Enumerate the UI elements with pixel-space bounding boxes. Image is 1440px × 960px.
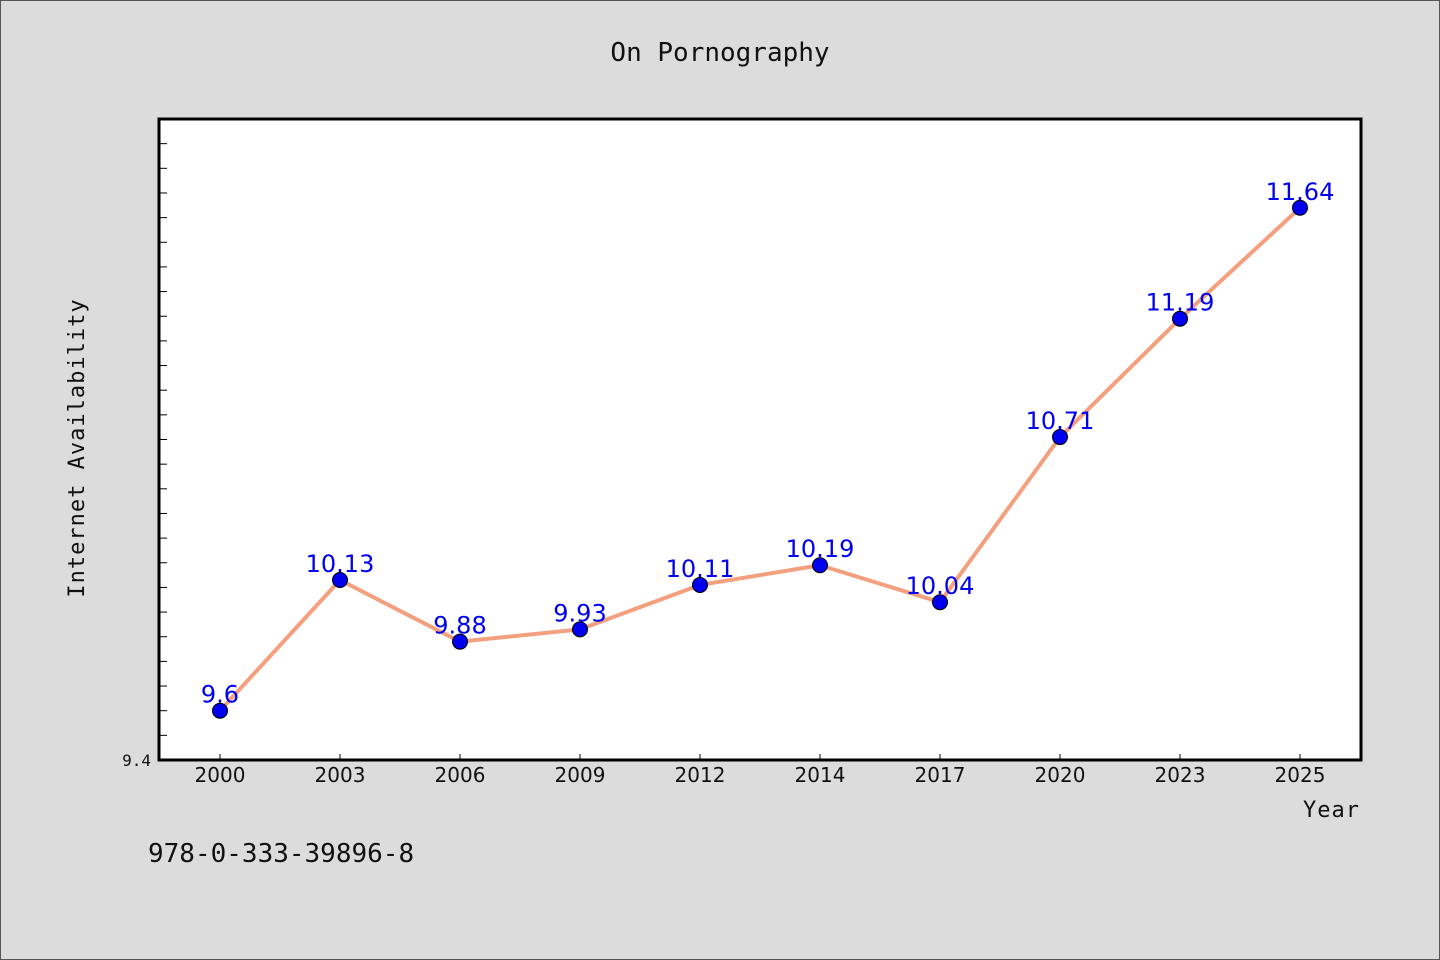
y-axis-ticks: 9.4 [122, 143, 167, 770]
data-point [572, 621, 588, 638]
x-axis-ticks: 2000 2003 2006 2009 2012 2014 2017 2020 2023 2025 [195, 754, 1326, 787]
data-point [692, 576, 708, 593]
x-tick-label: 2017 [915, 763, 966, 787]
x-tick-label: 2025 [1275, 763, 1326, 787]
data-point [932, 594, 948, 611]
x-tick-label: 2000 [195, 763, 246, 787]
y-axis-label: Internet Availability [65, 298, 90, 597]
x-tick-label: 2006 [435, 763, 486, 787]
data-label: 10.11 [666, 555, 735, 583]
x-tick-label: 2023 [1155, 763, 1206, 787]
x-tick-label: 2014 [795, 763, 846, 787]
y-tick-label: 9.4 [122, 751, 151, 770]
data-point [212, 702, 228, 719]
data-label: 11.64 [1266, 178, 1335, 206]
series-line [218, 205, 1302, 713]
x-tick-label: 2009 [555, 763, 606, 787]
x-tick-label: 2003 [315, 763, 366, 787]
x-tick-label: 2020 [1035, 763, 1086, 787]
series-layer: 9.6 10.13 9.88 9.93 10.11 10.19 10.04 10.71 11.1… [201, 178, 1335, 719]
data-point [452, 633, 468, 650]
plot-area [157, 117, 1363, 762]
data-point [812, 557, 828, 574]
data-label: 10.13 [306, 550, 375, 578]
data-label: 10.71 [1026, 407, 1095, 435]
data-label: 9.6 [201, 681, 239, 709]
data-point [1052, 429, 1068, 446]
data-point [1292, 199, 1308, 216]
x-tick-label: 2012 [675, 763, 726, 787]
footer-code: 978-0-333-39896-8 [148, 839, 414, 869]
data-label: 11.19 [1146, 289, 1215, 317]
x-axis-label: Year [1303, 798, 1360, 823]
data-label: 10.19 [786, 535, 855, 563]
data-label: 9.88 [433, 612, 486, 640]
data-label: 9.93 [553, 599, 606, 627]
chart-title: On Pornography [610, 38, 829, 68]
data-point [1172, 310, 1188, 327]
data-label: 10.04 [906, 572, 975, 600]
data-point [332, 572, 348, 589]
